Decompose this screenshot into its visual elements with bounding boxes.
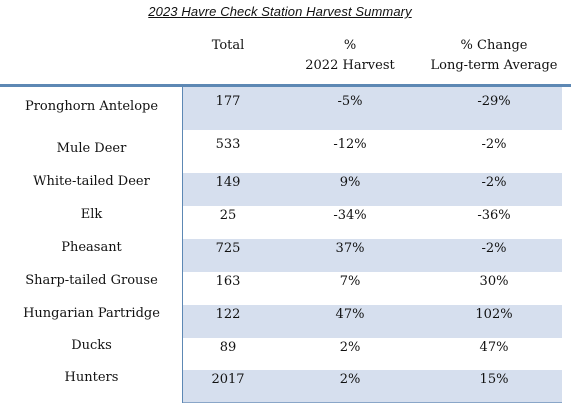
cell-pct-longterm: -36%: [477, 208, 511, 223]
row-label-species: White-tailed Deer: [33, 174, 150, 189]
cell-pct-2022: 7%: [339, 274, 361, 289]
row-label-species: Sharp-tailed Grouse: [25, 273, 158, 288]
table-row: Hungarian Partridge 122 47% 102%: [0, 305, 562, 338]
cell-pct-2022: -34%: [333, 208, 367, 223]
table-row: White-tailed Deer 149 9% -2%: [0, 173, 562, 206]
table-title: 2023 Havre Check Station Harvest Summary: [148, 4, 412, 19]
table-row: Pronghorn Antelope 177 -5% -29%: [0, 87, 562, 130]
cell-total: 533: [215, 137, 241, 152]
cell-pct-longterm: 30%: [479, 274, 509, 289]
header-divider-rule: [0, 84, 571, 87]
table-row: Pheasant 725 37% -2%: [0, 239, 562, 272]
table-row: Elk 25 -34% -36%: [0, 206, 562, 239]
cell-pct-2022: 2%: [339, 372, 361, 387]
cell-pct-longterm: -29%: [477, 94, 511, 109]
column-header-pct-2022-line1: %: [343, 38, 357, 53]
column-header-total: Total: [211, 38, 245, 53]
row-band: [183, 87, 562, 130]
cell-pct-2022: 37%: [335, 241, 365, 256]
row-label-species: Mule Deer: [56, 141, 127, 156]
column-header-change-longterm-line2: Long-term Average: [430, 58, 558, 73]
cell-pct-longterm: -2%: [481, 241, 507, 256]
row-label-species: Hungarian Partridge: [23, 306, 160, 321]
row-label-species: Pheasant: [61, 240, 122, 255]
cell-total: 149: [215, 175, 241, 190]
table-bottom-rule: [183, 402, 562, 403]
row-label-species: Pronghorn Antelope: [24, 99, 159, 114]
row-label-species: Hunters: [64, 370, 119, 385]
cell-pct-2022: 2%: [339, 340, 361, 355]
column-header-change-longterm-line1: % Change: [460, 38, 528, 53]
row-band: [183, 370, 562, 402]
cell-total: 122: [215, 307, 241, 322]
cell-pct-2022: -5%: [337, 94, 363, 109]
cell-pct-longterm: -2%: [481, 175, 507, 190]
cell-pct-longterm: 102%: [475, 307, 513, 322]
cell-pct-2022: 47%: [335, 307, 365, 322]
row-label-species: Elk: [80, 207, 103, 222]
cell-pct-2022: 9%: [339, 175, 361, 190]
cell-pct-longterm: 15%: [479, 372, 509, 387]
column-header-change-longterm: % Change Long-term Average: [425, 36, 563, 76]
row-band: [183, 239, 562, 272]
cell-total: 89: [219, 340, 237, 355]
cell-pct-longterm: 47%: [479, 340, 509, 355]
table-row: Hunters 2017 2% 15%: [0, 370, 562, 402]
cell-total: 25: [219, 208, 237, 223]
table-body-left-rule: [182, 87, 183, 403]
table-row: Sharp-tailed Grouse 163 7% 30%: [0, 272, 562, 305]
cell-pct-longterm: -2%: [481, 137, 507, 152]
column-header-pct-2022-line2: 2022 Harvest: [305, 58, 395, 73]
cell-total: 163: [215, 274, 241, 289]
cell-total: 177: [215, 94, 241, 109]
table-row: Ducks 89 2% 47%: [0, 338, 562, 370]
column-header-pct-2022: % 2022 Harvest: [305, 36, 395, 76]
cell-total: 725: [215, 241, 241, 256]
cell-pct-2022: -12%: [333, 137, 367, 152]
table-row: Mule Deer 533 -12% -2%: [0, 130, 562, 173]
cell-total: 2017: [211, 372, 245, 387]
row-band: [183, 305, 562, 338]
row-band: [183, 173, 562, 206]
row-label-species: Ducks: [71, 338, 112, 353]
